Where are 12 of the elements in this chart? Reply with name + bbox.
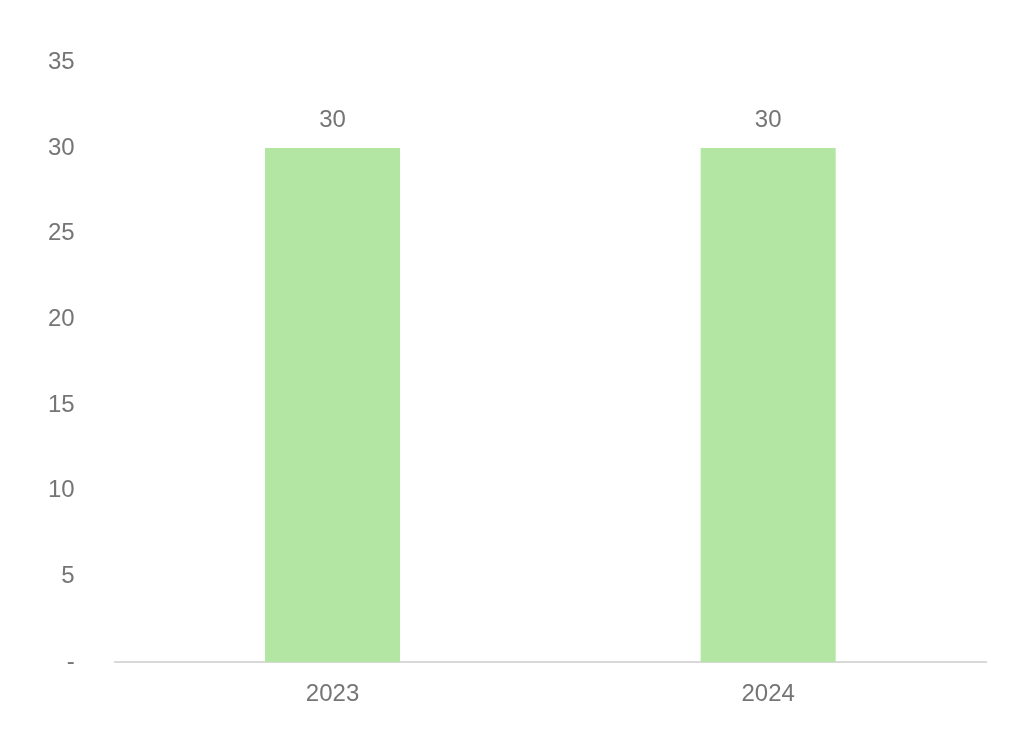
x-tick-label: 2023 [305,679,360,707]
x-tick-label: 2024 [741,679,795,707]
y-tick-label: 20 [47,304,75,332]
data-label: 30 [754,104,782,132]
y-tick-label: 5 [61,561,75,589]
y-tick-label: 10 [47,475,75,503]
y-tick-label: - [66,646,75,674]
y-tick-label: 30 [47,132,75,160]
y-tick-label: 15 [47,389,75,417]
y-tick-label: 35 [47,47,75,75]
y-tick-label: 25 [47,218,75,246]
data-label: 30 [319,104,346,132]
